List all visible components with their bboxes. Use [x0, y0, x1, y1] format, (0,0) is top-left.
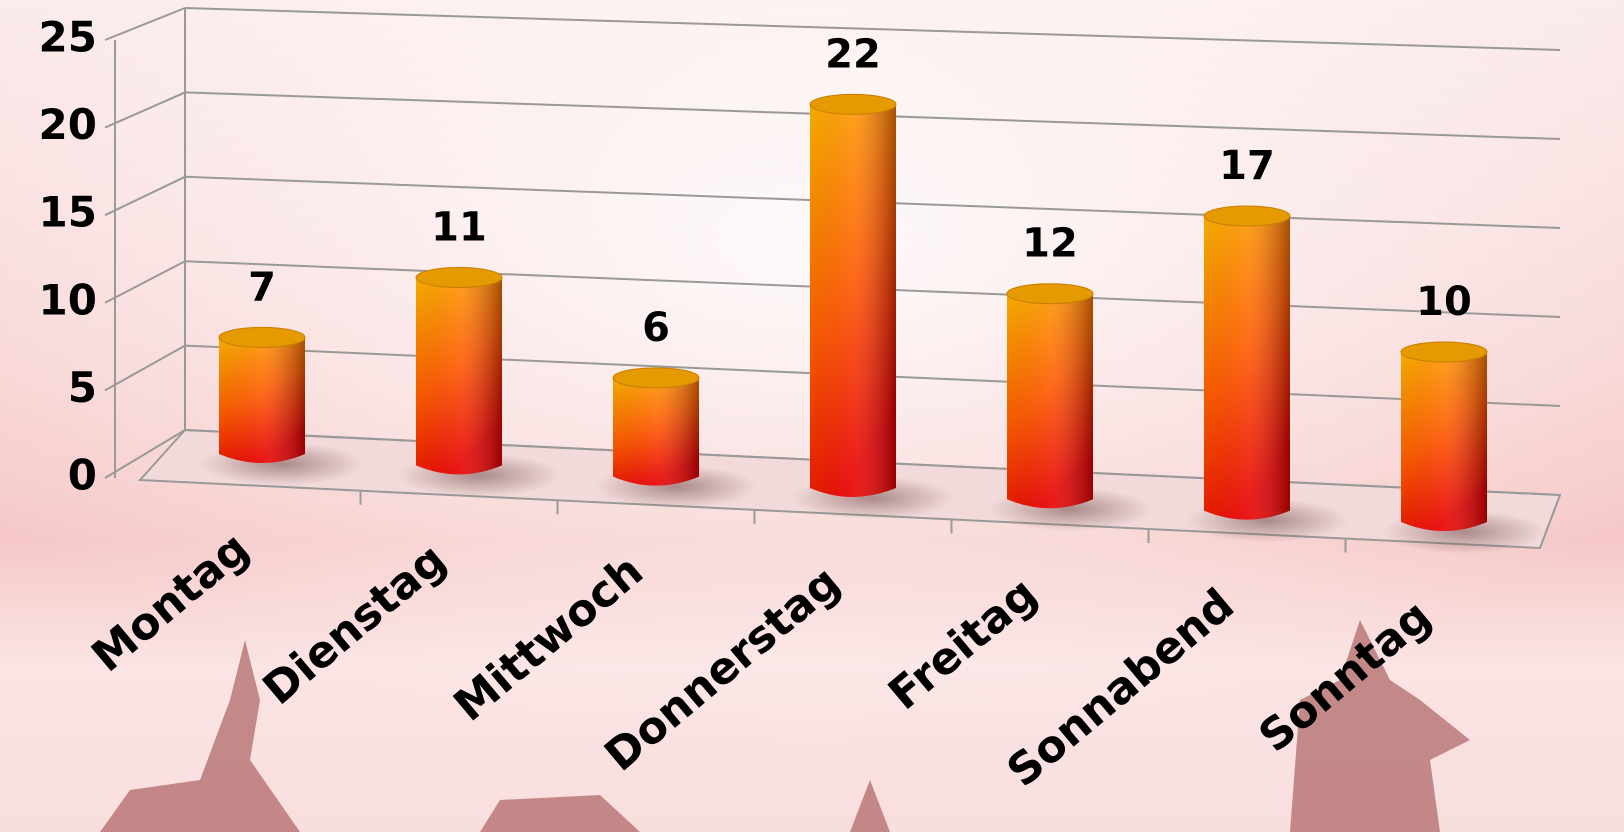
bar-shade — [416, 278, 502, 475]
bar-shade — [810, 104, 896, 497]
bar-top — [416, 268, 502, 288]
chart: 05101520257Montag11Dienstag6Mittwoch22Do… — [0, 0, 1624, 832]
value-label: 11 — [431, 205, 487, 251]
y-tick-label: 25 — [39, 13, 97, 62]
y-tick-label: 20 — [39, 100, 97, 149]
bar — [1401, 342, 1487, 531]
bar-top — [810, 94, 896, 114]
y-tick-label: 0 — [68, 451, 97, 500]
bar-shade — [1401, 352, 1487, 531]
y-tick-label: 10 — [39, 275, 97, 324]
bar — [1204, 206, 1290, 520]
value-label: 10 — [1416, 279, 1472, 325]
bar — [613, 368, 699, 486]
bar-top — [1401, 342, 1487, 362]
bar — [416, 268, 502, 475]
y-tick-label: 15 — [39, 188, 97, 237]
value-label: 7 — [248, 264, 276, 310]
value-label: 6 — [642, 305, 670, 351]
bar-top — [1204, 206, 1290, 226]
bar-shade — [1204, 216, 1290, 520]
bar — [219, 327, 305, 463]
bar — [810, 94, 896, 497]
bar-top — [613, 368, 699, 388]
bar — [1007, 284, 1093, 509]
bar-top — [1007, 284, 1093, 304]
bar-shade — [613, 378, 699, 486]
value-label: 17 — [1219, 143, 1275, 189]
bar-shade — [1007, 294, 1093, 509]
bar-top — [219, 327, 305, 347]
value-label: 12 — [1022, 221, 1078, 267]
value-label: 22 — [825, 31, 881, 77]
y-tick-label: 5 — [68, 363, 97, 412]
bar-shade — [219, 337, 305, 463]
